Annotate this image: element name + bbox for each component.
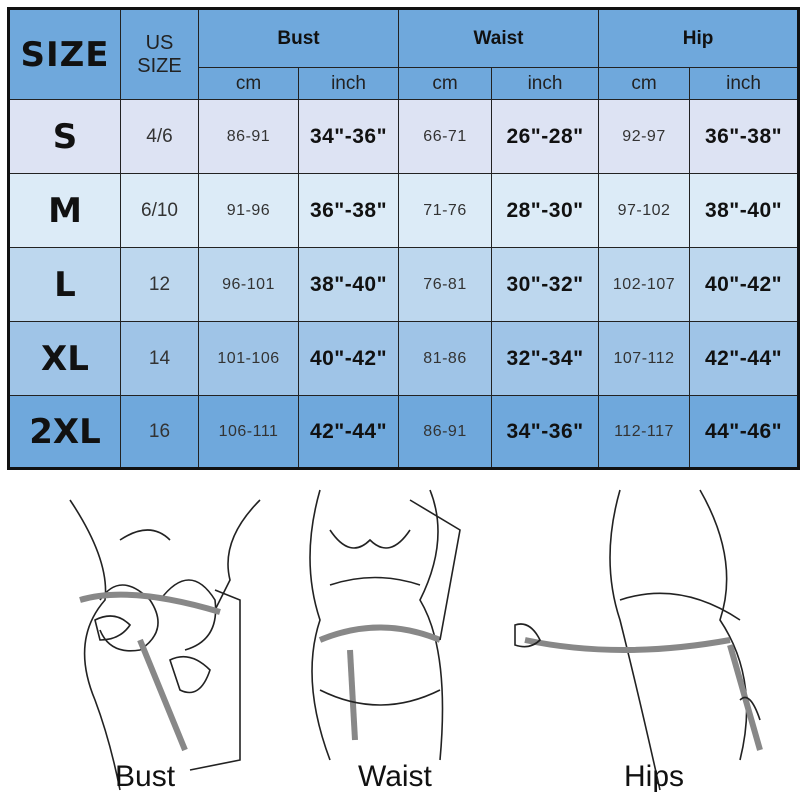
- table-row: XL 14 101-106 40"-42" 81-86 32"-34" 107-112 42"…: [8, 321, 800, 396]
- cell-bust-cm: 91-96: [198, 173, 299, 248]
- cell-us: 6/10: [120, 173, 199, 248]
- cell-hip-cm: 97-102: [598, 173, 691, 248]
- cell-hip-in: 40"-42": [689, 247, 800, 322]
- cell-size: XL: [8, 321, 121, 396]
- cell-waist-cm: 76-81: [398, 247, 493, 322]
- cell-size: L: [8, 247, 121, 322]
- cell-hip-cm: 107-112: [598, 321, 691, 396]
- cell-bust-in: 40"-42": [297, 321, 400, 396]
- bust-caption: Bust: [115, 760, 176, 793]
- cell-waist-cm: 66-71: [398, 99, 493, 174]
- cell-us: 16: [120, 395, 199, 469]
- cell-hip-in: 36"-38": [689, 99, 800, 174]
- cell-waist-cm: 71-76: [398, 173, 493, 248]
- waist-header: Waist: [398, 8, 600, 68]
- cell-hip-cm: 112-117: [598, 395, 691, 469]
- unit-header: cm: [398, 67, 493, 100]
- size-header: SIZE: [8, 8, 121, 100]
- cell-bust-in: 34"-36": [297, 99, 400, 174]
- cell-size: M: [8, 173, 121, 248]
- cell-waist-in: 32"-34": [491, 321, 600, 396]
- bust-figure-illustration: [69, 499, 261, 791]
- unit-header: inch: [689, 67, 800, 100]
- cell-waist-in: 34"-36": [491, 395, 600, 469]
- measurement-illustrations: [69, 489, 763, 791]
- cell-waist-in: 26"-28": [491, 99, 600, 174]
- waist-caption: Waist: [358, 760, 432, 793]
- unit-header: cm: [198, 67, 299, 100]
- cell-bust-in: 36"-38": [297, 173, 400, 248]
- unit-header: inch: [297, 67, 400, 100]
- hips-figure-illustration: [514, 489, 763, 791]
- cell-hip-in: 38"-40": [689, 173, 800, 248]
- unit-header: inch: [491, 67, 600, 100]
- unit-header: cm: [598, 67, 691, 100]
- cell-waist-cm: 86-91: [398, 395, 493, 469]
- table-row: L 12 96-101 38"-40" 76-81 30"-32" 102-107 40"-4…: [8, 247, 800, 322]
- us-size-header: US SIZE: [120, 8, 199, 100]
- hips-caption: Hips: [624, 760, 685, 793]
- size-chart-table: SIZE US SIZE Bust Waist Hip cm inch cm i…: [7, 7, 800, 470]
- cell-bust-cm: 101-106: [198, 321, 299, 396]
- cell-hip-cm: 102-107: [598, 247, 691, 322]
- cell-bust-cm: 96-101: [198, 247, 299, 322]
- waist-figure-illustration: [309, 489, 461, 761]
- cell-hip-in: 42"-44": [689, 321, 800, 396]
- cell-hip-cm: 92-97: [598, 99, 691, 174]
- cell-us: 4/6: [120, 99, 199, 174]
- table-row: M 6/10 91-96 36"-38" 71-76 28"-30" 97-102 38"-4…: [8, 173, 800, 248]
- cell-bust-cm: 86-91: [198, 99, 299, 174]
- cell-us: 14: [120, 321, 199, 396]
- cell-waist-cm: 81-86: [398, 321, 493, 396]
- cell-us: 12: [120, 247, 199, 322]
- cell-bust-cm: 106-111: [198, 395, 299, 469]
- cell-size: 2XL: [8, 395, 121, 469]
- cell-hip-in: 44"-46": [689, 395, 800, 469]
- bust-header: Bust: [197, 8, 400, 68]
- hip-header: Hip: [598, 8, 800, 68]
- cell-waist-in: 28"-30": [491, 173, 600, 248]
- cell-bust-in: 38"-40": [297, 247, 400, 322]
- cell-waist-in: 30"-32": [491, 247, 600, 322]
- cell-bust-in: 42"-44": [297, 395, 400, 469]
- table-row: 2XL 16 106-111 42"-44" 86-91 34"-36" 112-117 44…: [8, 395, 800, 469]
- cell-size: S: [8, 99, 121, 174]
- table-row: S 4/6 86-91 34"-36" 66-71 26"-28" 92-97 36"-38": [8, 99, 800, 174]
